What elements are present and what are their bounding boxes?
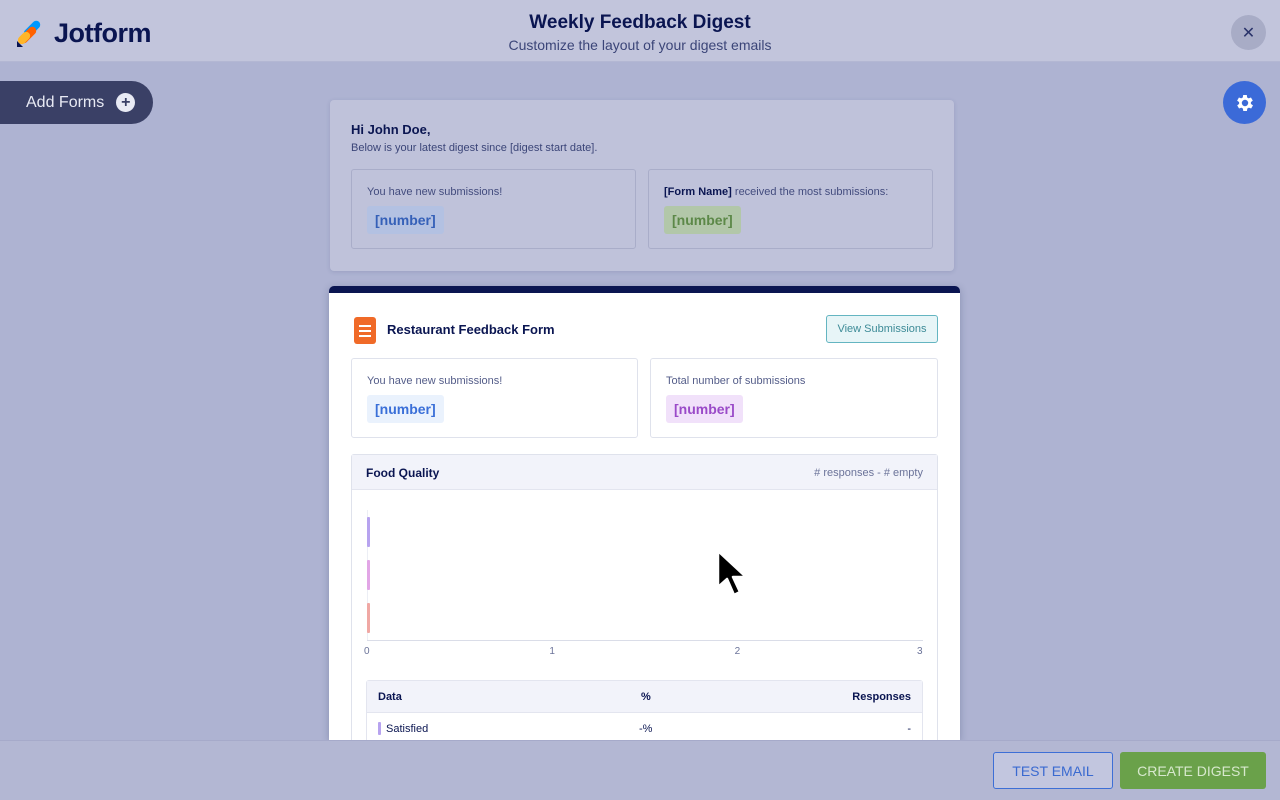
form-total-label: Total number of submissions — [666, 375, 806, 387]
greeting-subtitle: Below is your latest digest since [diges… — [351, 142, 598, 154]
digest-greeting-card: Hi John Doe, Below is your latest digest… — [330, 100, 954, 271]
question-title: Food Quality — [366, 466, 440, 480]
row-color-swatch — [378, 722, 381, 735]
chart-bar — [367, 560, 370, 590]
settings-button[interactable] — [1223, 81, 1266, 124]
action-footer: TEST EMAIL CREATE DIGEST — [0, 740, 1280, 800]
form-total-value: [number] — [666, 395, 743, 423]
plus-icon: + — [116, 93, 136, 112]
response-table: Data % Responses Satisfied -% - — [366, 680, 923, 740]
chart-bar — [367, 517, 370, 547]
chart-bar — [367, 603, 370, 633]
most-submissions-text: received the most submissions: — [731, 186, 889, 198]
new-submissions-value: [number] — [367, 206, 444, 234]
question-meta: # responses - # empty — [814, 467, 923, 479]
new-submissions-summary: You have new submissions! [number] — [351, 169, 636, 249]
form-title: Restaurant Feedback Form — [387, 322, 555, 337]
add-forms-label: Add Forms — [26, 93, 105, 111]
create-digest-button[interactable]: CREATE DIGEST — [1120, 752, 1266, 789]
x-tick-label: 1 — [549, 646, 555, 657]
question-header: Food Quality # responses - # empty — [352, 455, 937, 490]
greeting-title: Hi John Doe, — [351, 122, 431, 137]
new-submissions-label: You have new submissions! — [367, 186, 503, 198]
form-digest-card: Restaurant Feedback Form View Submission… — [329, 286, 960, 740]
table-row: Satisfied -% - — [367, 713, 922, 740]
close-button[interactable]: ✕ — [1231, 15, 1266, 50]
page-subtitle: Customize the layout of your digest emai… — [508, 37, 772, 53]
x-tick-label: 0 — [364, 646, 370, 657]
header-data: Data — [378, 691, 402, 703]
most-submissions-label: [Form Name] received the most submission… — [664, 186, 888, 198]
jotform-logo[interactable]: Jotform — [16, 17, 152, 48]
response-chart: 0 1 2 3 — [352, 490, 937, 690]
row-responses: - — [907, 723, 911, 735]
form-icon — [354, 317, 376, 344]
jotform-logo-icon — [17, 20, 41, 47]
gear-icon — [1236, 94, 1253, 111]
chart-x-axis — [367, 640, 923, 641]
row-data: Satisfied — [386, 723, 429, 735]
most-submissions-summary: [Form Name] received the most submission… — [648, 169, 933, 249]
header-responses: Responses — [852, 691, 911, 703]
table-header: Data % Responses — [367, 681, 922, 713]
mouse-cursor-icon — [716, 549, 748, 597]
page-title: Weekly Feedback Digest — [529, 12, 751, 33]
test-email-button[interactable]: TEST EMAIL — [993, 752, 1113, 789]
x-tick-label: 3 — [917, 646, 923, 657]
view-submissions-button[interactable]: View Submissions — [826, 315, 938, 343]
x-tick-label: 2 — [734, 646, 741, 657]
most-submissions-form: [Form Name] — [664, 186, 732, 198]
row-percent: -% — [639, 723, 653, 735]
close-icon: ✕ — [1241, 24, 1256, 42]
form-total-submissions: Total number of submissions [number] — [650, 358, 938, 438]
form-new-submissions: You have new submissions! [number] — [351, 358, 638, 438]
form-new-submissions-label: You have new submissions! — [367, 375, 503, 387]
most-submissions-value: [number] — [664, 206, 741, 234]
form-new-submissions-value: [number] — [367, 395, 444, 423]
add-forms-button[interactable]: Add Forms + — [0, 81, 153, 124]
header-percent: % — [641, 691, 651, 703]
logo-text: Jotform — [54, 17, 152, 48]
app-header: Jotform Weekly Feedback Digest Customize… — [0, 0, 1280, 62]
